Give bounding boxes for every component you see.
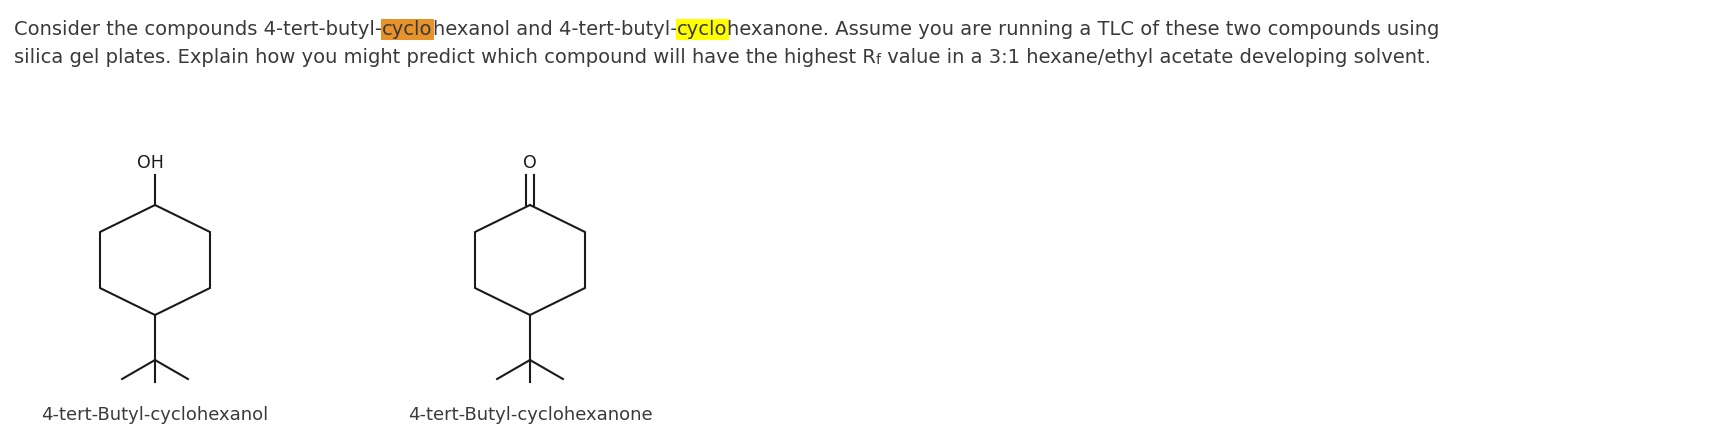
Text: value in a 3:1 hexane/ethyl acetate developing solvent.: value in a 3:1 hexane/ethyl acetate deve…	[880, 48, 1431, 67]
Text: cyclo: cyclo	[381, 20, 433, 39]
Text: 4-tert-Butyl-cyclohexanone: 4-tert-Butyl-cyclohexanone	[407, 406, 652, 424]
Text: hexanone. Assume you are running a TLC of these two compounds using: hexanone. Assume you are running a TLC o…	[727, 20, 1439, 39]
Text: OH: OH	[136, 154, 164, 172]
Text: hexanol and 4-tert-butyl-: hexanol and 4-tert-butyl-	[433, 20, 677, 39]
Text: O: O	[523, 154, 537, 172]
Text: cyclo: cyclo	[677, 20, 727, 39]
Text: 4-tert-Butyl-cyclohexanol: 4-tert-Butyl-cyclohexanol	[41, 406, 269, 424]
Text: Consider the compounds 4-tert-butyl-: Consider the compounds 4-tert-butyl-	[14, 20, 381, 39]
Text: f: f	[875, 53, 880, 67]
Text: silica gel plates. Explain how you might predict which compound will have the hi: silica gel plates. Explain how you might…	[14, 48, 875, 67]
